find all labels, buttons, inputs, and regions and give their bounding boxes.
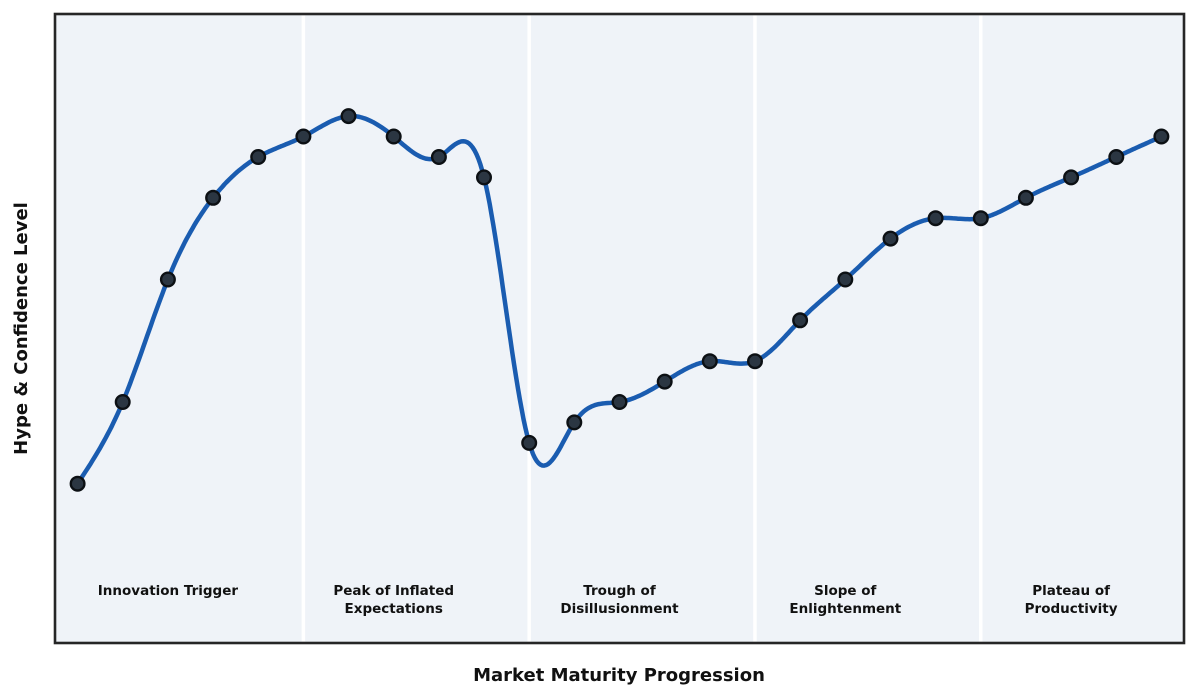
data-point-marker [882, 230, 899, 247]
phase-label: Plateau of Productivity [1025, 583, 1118, 617]
data-point-marker [792, 312, 809, 329]
data-point-marker [611, 394, 628, 411]
data-point-marker [1063, 169, 1080, 186]
data-point-marker [295, 128, 312, 145]
phase-labels: Innovation Trigger Peak of Inflated Expect… [98, 583, 1118, 617]
data-point-marker [837, 271, 854, 288]
phase-dividers [301, 15, 983, 642]
data-point-marker [927, 210, 944, 227]
data-point-marker [205, 189, 222, 206]
data-point-marker [972, 210, 989, 227]
phase-label: Peak of Inflated Expectations [333, 583, 454, 617]
data-point-marker [340, 108, 357, 125]
data-point-marker [656, 373, 673, 390]
data-point-marker [566, 414, 583, 431]
data-point-marker [701, 353, 718, 370]
data-point-marker [1153, 128, 1170, 145]
phase-label: Trough of Disillusionment [560, 583, 679, 617]
plot-border [53, 12, 1186, 645]
data-point-markers [69, 108, 1170, 492]
data-point-marker [250, 148, 267, 165]
data-point-marker [1017, 189, 1034, 206]
data-point-marker [430, 148, 447, 165]
x-axis-label: Market Maturity Progression [473, 665, 765, 686]
data-point-marker [114, 394, 131, 411]
plot-area [55, 14, 1184, 643]
phase-label: Slope of Enlightenment [789, 583, 901, 617]
phase-label: Innovation Trigger [98, 583, 239, 599]
data-point-marker [1108, 148, 1125, 165]
data-point-marker [385, 128, 402, 145]
data-point-marker [747, 353, 764, 370]
data-point-marker [159, 271, 176, 288]
y-axis-label: Hype & Confidence Level [11, 202, 32, 455]
data-point-marker [476, 169, 493, 186]
data-point-marker [69, 475, 86, 492]
data-point-marker [521, 434, 538, 451]
